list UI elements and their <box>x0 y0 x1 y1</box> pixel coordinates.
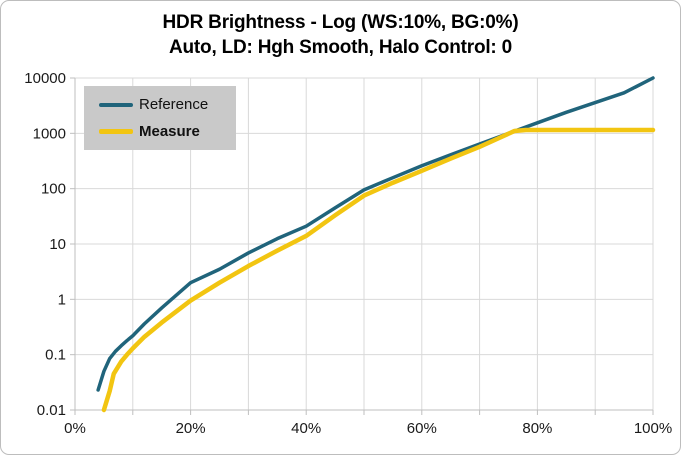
y-tick-label: 10 <box>49 236 66 253</box>
x-tick-label: 20% <box>176 420 206 437</box>
chart-title: HDR Brightness - Log (WS:10%, BG:0%) Aut… <box>1 10 680 60</box>
reference-line-swatch <box>99 102 133 107</box>
chart-title-line1: HDR Brightness - Log (WS:10%, BG:0%) <box>162 12 519 33</box>
x-tick-label: 40% <box>291 420 321 437</box>
y-tick-label: 1 <box>58 291 66 308</box>
x-tick-label: 0% <box>64 420 86 437</box>
reference-line <box>96 76 655 392</box>
chart-title-line2: Auto, LD: Hgh Smooth, Halo Control: 0 <box>169 37 512 58</box>
x-tick-label: 60% <box>407 420 437 437</box>
legend-item-measure: Measure <box>84 123 236 140</box>
legend-item-reference: Reference <box>84 96 236 113</box>
y-tick-label: 100 <box>41 181 66 198</box>
y-tick-label: 0.1 <box>45 347 66 364</box>
legend-label-reference: Reference <box>139 96 209 113</box>
x-tick-label: 100% <box>634 420 672 437</box>
legend-label-measure: Measure <box>139 123 200 140</box>
y-tick-label: 0.01 <box>37 402 66 419</box>
x-tick-label: 80% <box>522 420 552 437</box>
y-tick-label: 10000 <box>24 70 66 87</box>
legend: Reference Measure <box>84 86 236 150</box>
y-tick-label: 1000 <box>33 125 66 142</box>
measure-line <box>101 127 656 413</box>
measure-line-swatch <box>99 129 133 134</box>
